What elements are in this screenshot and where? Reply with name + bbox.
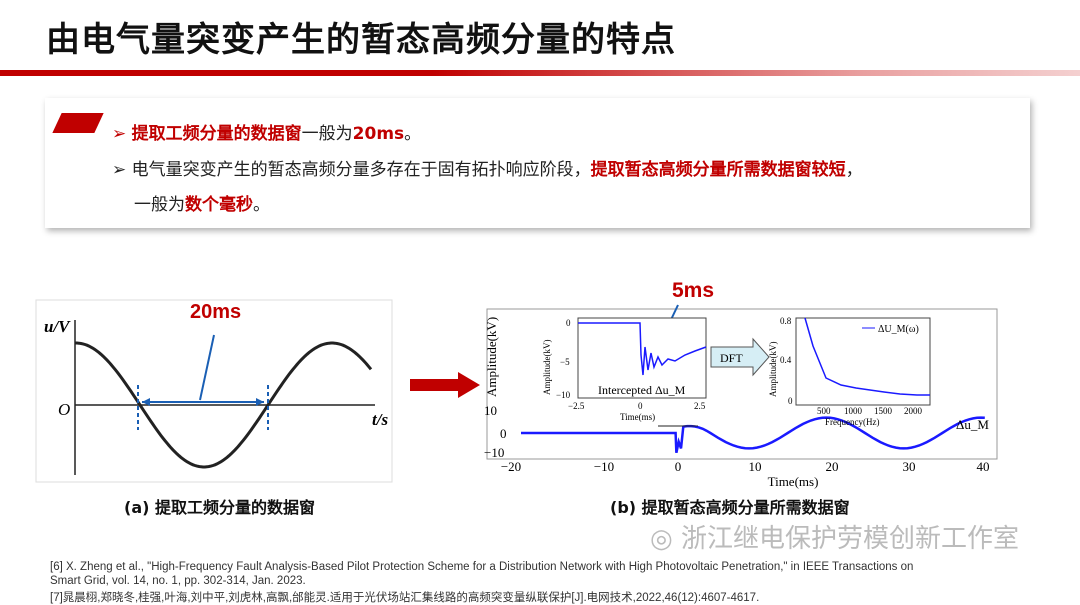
- arrow-marker-icon: ➢: [112, 160, 127, 180]
- wechat-icon: ◎: [650, 524, 673, 554]
- y-tick: 0: [566, 318, 571, 328]
- bullet-2-highlight: 提取暂态高频分量所需数据窗较短: [590, 160, 846, 180]
- y-axis-label: u/V: [44, 317, 71, 336]
- sine-curve: [75, 341, 373, 469]
- inset-2-y-label: Amplitude(kV): [768, 342, 778, 398]
- dft-arrow-icon: [710, 337, 770, 377]
- main-series-line: [521, 416, 985, 454]
- page-title: 由电气量突变产生的暂态高频分量的特点: [46, 20, 676, 60]
- inset-1-y-label: Amplitude(kV): [542, 340, 552, 396]
- x-tick: 1500: [874, 406, 893, 416]
- x-tick: −20: [501, 459, 521, 474]
- inset-2-series-line: [804, 317, 930, 396]
- x-axis-label: t/s: [372, 410, 388, 429]
- legend-label: ΔU_M(ω): [878, 324, 919, 335]
- y-tick: −10: [556, 390, 571, 400]
- bullet-1-text: 一般为: [301, 124, 353, 144]
- main-x-ticks: −20 −10 0 10 20 30 40: [501, 459, 990, 474]
- figure-b-caption: (b) 提取暂态高频分量所需数据窗: [610, 498, 850, 517]
- y-tick: 0.8: [780, 316, 792, 326]
- bullet-3-end: 。: [253, 195, 270, 215]
- inset-2-x-label: Frequency(Hz): [825, 417, 879, 427]
- x-tick: 2000: [904, 406, 923, 416]
- x-tick: 0: [675, 459, 682, 474]
- inset-1-x-label: Time(ms): [620, 412, 655, 422]
- origin-label: O: [58, 400, 70, 419]
- figure-a-sine: u/V t/s O 20ms: [35, 299, 393, 483]
- arrow-marker-icon: ➢: [112, 124, 127, 144]
- x-tick: 30: [903, 459, 916, 474]
- x-tick: 500: [817, 406, 831, 416]
- bullet-1-highlight: 提取工频分量的数据窗: [131, 124, 302, 144]
- y-tick: 10: [484, 403, 497, 418]
- bullet-box: [45, 98, 1030, 228]
- y-tick: 0.4: [780, 355, 792, 365]
- x-tick: −2.5: [568, 401, 585, 411]
- figure-a-caption: (a) 提取工频分量的数据窗: [124, 498, 315, 517]
- x-tick: 2.5: [694, 401, 706, 411]
- reference-6-cont: Smart Grid, vol. 14, no. 1, pp. 302-314,…: [50, 575, 306, 587]
- x-tick: 10: [749, 459, 762, 474]
- bullet-1-end: 。: [404, 124, 422, 144]
- y-tick: 0: [788, 396, 793, 406]
- red-arrow-icon: [410, 372, 480, 398]
- x-tick: 40: [977, 459, 990, 474]
- main-x-label: Time(ms): [768, 474, 819, 489]
- dft-label: DFT: [720, 351, 743, 365]
- window-label: 5ms: [672, 279, 714, 302]
- y-tick: 0: [500, 426, 507, 441]
- intercepted-label: Intercepted Δu_M: [598, 383, 686, 397]
- reference-6: [6] X. Zheng et al., "High-Frequency Fau…: [50, 561, 914, 573]
- figure-b-chart: 5ms Amplitude(kV) 10 0 −10 −20 −10 0 10 …: [484, 279, 998, 489]
- title-underline: [0, 70, 1080, 76]
- series-label: Δu_M: [956, 417, 989, 432]
- x-tick: 0: [638, 401, 643, 411]
- x-tick: 20: [826, 459, 839, 474]
- x-tick: 1000: [844, 406, 863, 416]
- inset-2-frame: [795, 317, 931, 406]
- bullet-2: ➢ 电气量突变产生的暂态高频分量多存在于固有拓扑响应阶段，提取暂态高频分量所需数…: [112, 155, 863, 180]
- bullet-3-highlight: 数个毫秒: [185, 195, 253, 215]
- pointer-line: [199, 334, 215, 401]
- bullet-1-value: 20ms: [352, 124, 405, 144]
- main-y-label: Amplitude(kV): [484, 317, 499, 397]
- bullet-1: ➢ 提取工频分量的数据窗一般为20ms。: [112, 119, 421, 144]
- bullet-3-text: 一般为: [134, 195, 185, 215]
- watermark: ◎ 浙江继电保护劳模创新工作室: [650, 524, 1019, 554]
- watermark-text: 浙江继电保护劳模创新工作室: [680, 524, 1019, 554]
- inset-1-series-line: [578, 322, 707, 376]
- bullet-2-end: ，: [845, 160, 863, 180]
- x-tick: −10: [594, 459, 614, 474]
- reference-7: [7]晁晨栩,郑晓冬,桂强,叶海,刘中平,刘虎林,高飘,邰能灵.适用于光伏场站汇…: [50, 592, 760, 604]
- y-tick: −10: [484, 445, 504, 460]
- figure-a-frame: [35, 299, 393, 483]
- bullet-2-text: 电气量突变产生的暂态高频分量多存在于固有拓扑响应阶段，: [131, 160, 591, 180]
- bullet-2-cont: 一般为数个毫秒。: [134, 190, 270, 215]
- y-tick: −5: [560, 357, 570, 367]
- window-label: 20ms: [190, 301, 241, 323]
